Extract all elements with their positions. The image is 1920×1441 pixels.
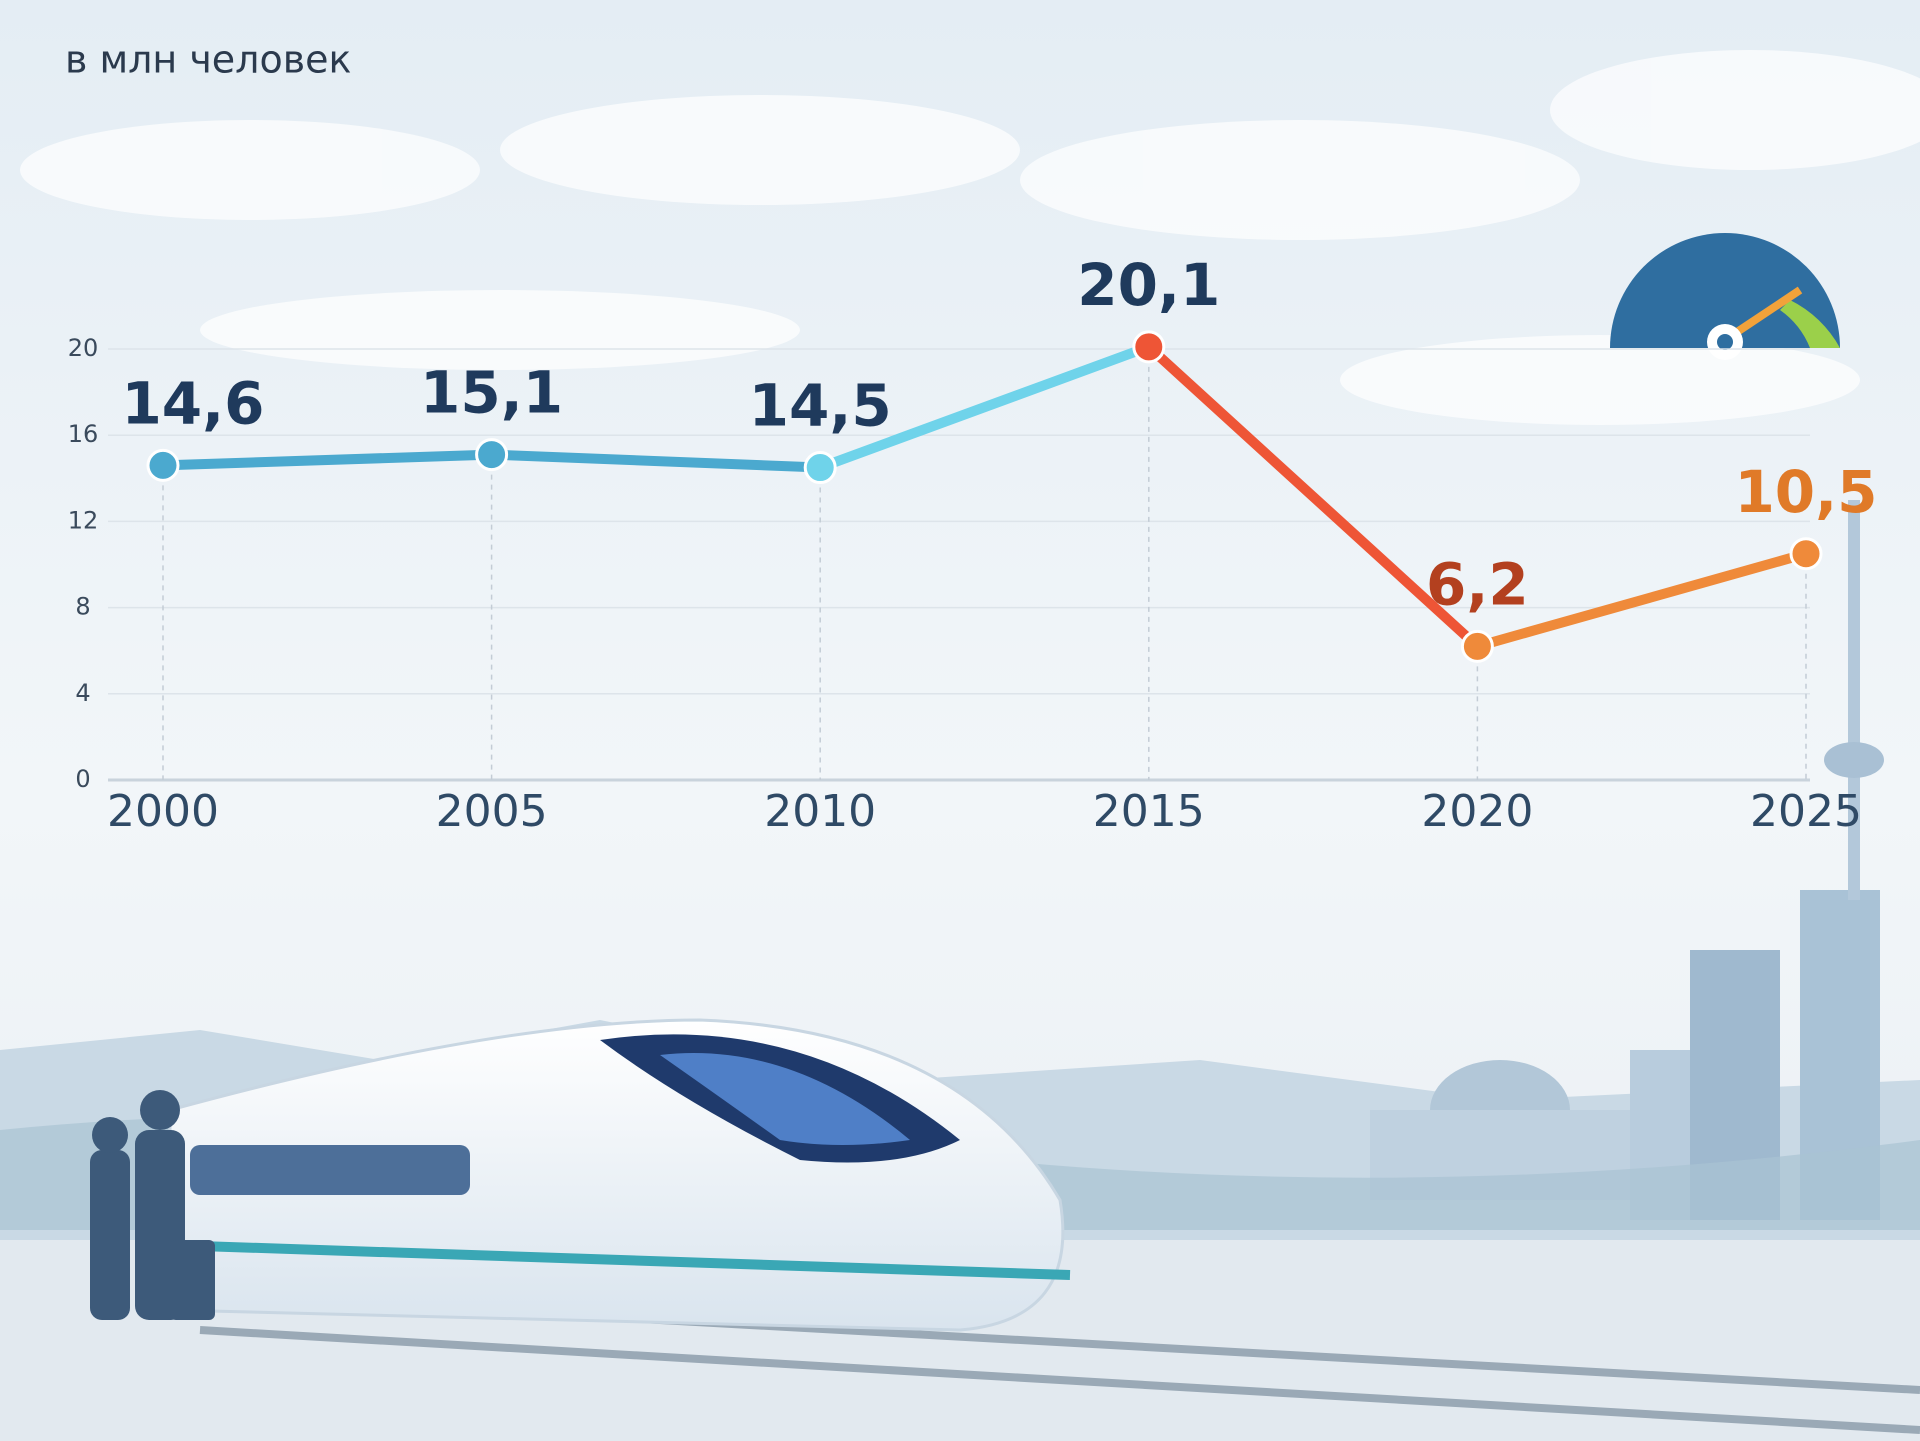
chart-subtitle: в млн человек bbox=[65, 38, 351, 82]
value-label: 14,5 bbox=[749, 372, 892, 440]
value-label: 20,1 bbox=[1077, 251, 1220, 319]
y-tick-label: 20 bbox=[68, 334, 99, 362]
y-tick-label: 12 bbox=[68, 506, 99, 534]
line-segment bbox=[815, 341, 1154, 473]
y-tick-label: 8 bbox=[75, 593, 90, 621]
y-tick-label: 4 bbox=[75, 679, 90, 707]
x-tick-label: 2025 bbox=[1750, 786, 1862, 837]
data-point bbox=[1789, 537, 1823, 571]
value-label: 15,1 bbox=[420, 359, 563, 427]
data-point bbox=[475, 438, 509, 472]
value-label: 14,6 bbox=[121, 369, 264, 437]
y-tick-label: 16 bbox=[68, 420, 99, 448]
line-segment bbox=[1472, 548, 1811, 652]
x-tick-label: 2015 bbox=[1093, 786, 1205, 837]
train bbox=[90, 1018, 1071, 1332]
x-tick-label: 2005 bbox=[436, 786, 548, 837]
line-segment bbox=[1143, 341, 1483, 652]
x-tick-label: 2010 bbox=[764, 786, 876, 837]
gauge-icon bbox=[1610, 233, 1840, 360]
clouds bbox=[20, 50, 1920, 425]
data-point bbox=[146, 448, 180, 482]
data-point bbox=[1132, 330, 1166, 364]
value-label: 10,5 bbox=[1734, 458, 1877, 526]
data-point bbox=[1460, 629, 1494, 663]
y-tick-label: 0 bbox=[75, 765, 90, 793]
x-tick-label: 2020 bbox=[1421, 786, 1533, 837]
line-segment bbox=[158, 449, 497, 471]
line-segment bbox=[486, 449, 826, 473]
data-point bbox=[803, 451, 837, 485]
value-label: 6,2 bbox=[1426, 550, 1529, 618]
x-tick-label: 2000 bbox=[107, 786, 219, 837]
